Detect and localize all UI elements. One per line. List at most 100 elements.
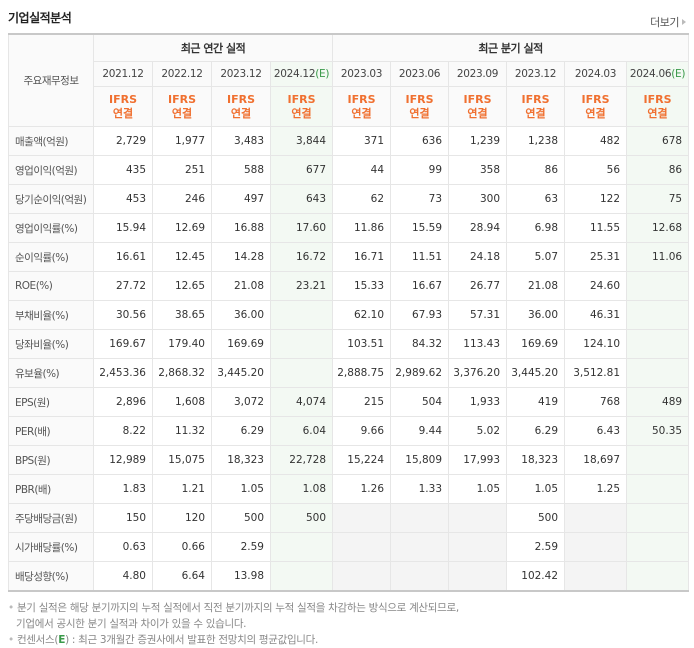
value-cell: 62	[332, 184, 392, 214]
consolidated-label: 연결	[112, 106, 134, 120]
consolidated-label: 연결	[291, 106, 312, 120]
value-cell	[332, 561, 392, 592]
financial-summary-table: 주요재무정보 최근 연간 실적 최근 분기 실적 2021.12 2022.12 2…	[8, 33, 690, 592]
value-cell	[564, 503, 628, 533]
value-cell	[390, 561, 450, 592]
value-cell: 435	[93, 155, 153, 185]
table-row: 매출액(억원) 2,729 1,977 3,483 3,844 371 636 1,239 1,…	[8, 126, 690, 156]
value-cell: 169.69	[211, 329, 271, 359]
value-cell: 6.64	[152, 561, 212, 592]
value-cell	[390, 503, 450, 533]
value-cell	[269, 358, 334, 388]
value-cell: 75	[626, 184, 690, 214]
table-row: ROE(%) 27.72 12.65 21.08 23.21 15.33 16.67 26.7…	[8, 271, 690, 301]
value-cell	[448, 503, 508, 533]
value-cell: 12.69	[152, 213, 212, 243]
footnote-quarterly: • 분기 실적은 해당 분기까지의 누적 실적에서 직전 분기까지의 누적 실적…	[8, 602, 459, 614]
ifrs-label: IFRS	[643, 92, 672, 106]
value-cell: 504	[390, 387, 450, 417]
value-cell: 84.32	[390, 329, 450, 359]
value-cell: 2,896	[93, 387, 153, 417]
value-cell	[626, 358, 690, 388]
value-cell: 11.06	[626, 242, 690, 272]
accounting-basis: IFRS 연결	[152, 86, 212, 127]
row-label: 영업이익률(%)	[8, 213, 94, 243]
row-label: BPS(원)	[8, 445, 94, 475]
value-cell: 57.31	[448, 300, 508, 330]
value-cell: 3,483	[211, 126, 271, 156]
value-cell: 497	[211, 184, 271, 214]
value-cell: 150	[93, 503, 153, 533]
value-cell: 3,072	[211, 387, 271, 417]
ifrs-label: IFRS	[405, 92, 434, 106]
row-label: EPS(원)	[8, 387, 94, 417]
value-cell: 2,888.75	[332, 358, 392, 388]
value-cell: 179.40	[152, 329, 212, 359]
value-cell: 1,608	[152, 387, 212, 417]
value-cell: 500	[506, 503, 566, 533]
value-cell: 11.32	[152, 416, 212, 446]
value-cell	[626, 271, 690, 301]
period-date: 2024.03	[574, 68, 617, 80]
value-cell: 300	[448, 184, 508, 214]
value-cell: 99	[390, 155, 450, 185]
period-date: 2021.12	[102, 68, 144, 80]
value-cell: 419	[506, 387, 566, 417]
value-cell: 44	[332, 155, 392, 185]
value-cell: 2,729	[93, 126, 153, 156]
value-cell: 1.21	[152, 474, 212, 504]
arrow-right-icon	[682, 19, 686, 25]
accounting-basis: IFRS 연결	[448, 86, 508, 127]
value-cell: 16.61	[93, 242, 153, 272]
value-cell: 16.72	[269, 242, 334, 272]
period-date: 2023.09	[456, 68, 499, 80]
value-cell: 30.56	[93, 300, 153, 330]
ifrs-label: IFRS	[347, 92, 376, 106]
period-header: 2023.09	[448, 61, 508, 87]
value-cell: 50.35	[626, 416, 690, 446]
value-cell	[448, 561, 508, 592]
value-cell: 103.51	[332, 329, 392, 359]
period-header: 2023.03	[332, 61, 392, 87]
value-cell: 588	[211, 155, 271, 185]
value-cell: 5.07	[506, 242, 566, 272]
table-row: 당기순이익(억원) 453 246 497 643 62 73 300 63 122 75	[8, 184, 690, 214]
value-cell	[564, 532, 628, 562]
value-cell: 453	[93, 184, 153, 214]
value-cell: 15.59	[390, 213, 450, 243]
accounting-basis: IFRS 연결	[506, 86, 566, 127]
period-date: 2023.12	[514, 68, 557, 80]
value-cell: 24.18	[448, 242, 508, 272]
accounting-basis: IFRS 연결	[93, 86, 153, 127]
value-cell: 12.68	[626, 213, 690, 243]
ifrs-label: IFRS	[521, 92, 550, 106]
value-cell: 36.00	[506, 300, 566, 330]
value-cell: 169.67	[93, 329, 153, 359]
period-date: 2022.12	[161, 68, 203, 80]
value-cell: 13.98	[211, 561, 271, 592]
consolidated-label: 연결	[647, 106, 668, 120]
value-cell: 2.59	[211, 532, 271, 562]
value-cell: 18,323	[506, 445, 566, 475]
more-link[interactable]: 더보기	[650, 14, 686, 30]
row-label: 배당성향(%)	[8, 561, 94, 592]
value-cell	[390, 532, 450, 562]
consolidated-label: 연결	[409, 106, 430, 120]
accounting-basis: IFRS 연결	[211, 86, 271, 127]
section-title: 기업실적분석	[8, 11, 72, 25]
value-cell: 6.43	[564, 416, 628, 446]
value-cell: 251	[152, 155, 212, 185]
value-cell	[269, 329, 334, 359]
value-cell: 3,512.81	[564, 358, 628, 388]
value-cell	[626, 532, 690, 562]
estimate-marker: (E)	[671, 68, 686, 80]
value-cell: 12.65	[152, 271, 212, 301]
value-cell: 18,323	[211, 445, 271, 475]
period-header: 2024.03	[564, 61, 628, 87]
accounting-basis: IFRS 연결	[564, 86, 628, 127]
value-cell: 25.31	[564, 242, 628, 272]
value-cell: 62.10	[332, 300, 392, 330]
value-cell	[626, 445, 690, 475]
value-cell: 21.08	[211, 271, 271, 301]
row-label: 순이익률(%)	[8, 242, 94, 272]
